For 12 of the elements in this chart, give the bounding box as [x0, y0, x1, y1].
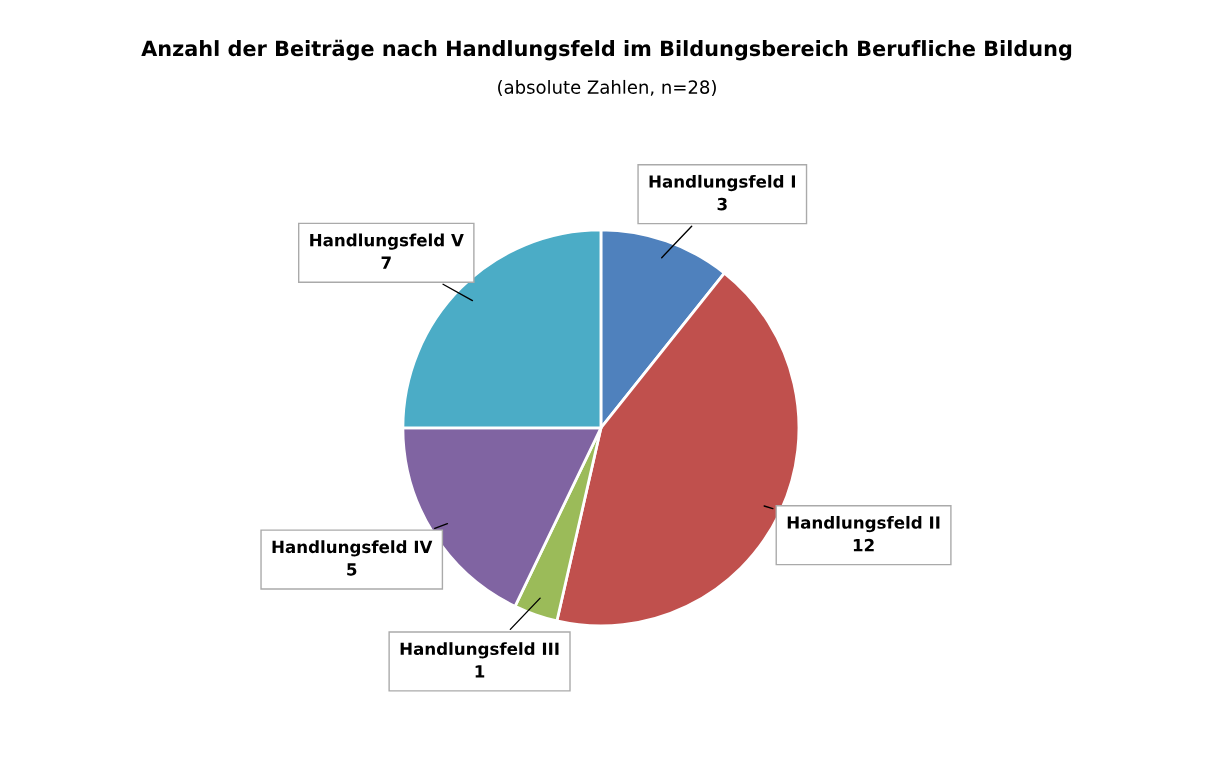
data-label: 1 [475, 665, 485, 678]
data-label: 3 [717, 197, 727, 211]
data-label: 5 [347, 563, 357, 576]
slice-label: Handlungsfeld V [310, 233, 464, 250]
chart-title: Anzahl der Beiträge nach Handlungsfeld im Bildungsbereich Berufliche Bildung [141, 39, 1072, 61]
slice-label: Handlungsfeld I [649, 174, 795, 192]
slice-label: Handlungsfeld IV [272, 540, 433, 557]
slice-label: Handlungsfeld II [787, 515, 940, 533]
data-label: 12 [853, 538, 874, 552]
chart-subtitle: (absolute Zahlen, n=28) [498, 79, 716, 97]
slice-label: Handlungsfeld III [400, 642, 559, 659]
data-label: 7 [381, 256, 391, 269]
